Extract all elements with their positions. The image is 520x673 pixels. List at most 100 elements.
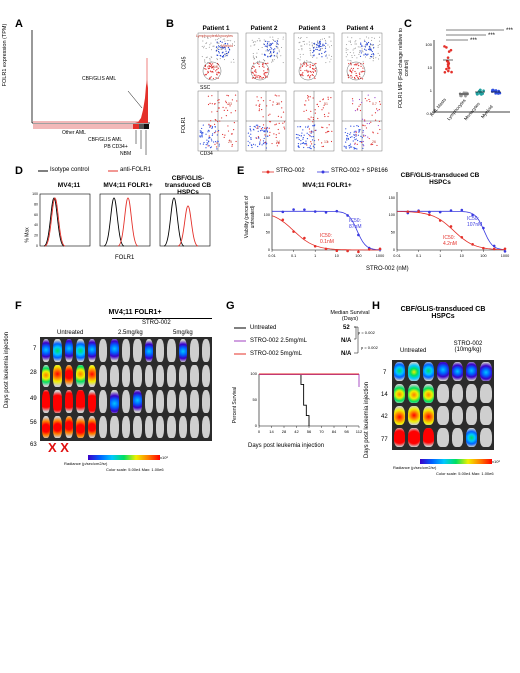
panel-a-legend-cbf: CBF/GLIS AML: [88, 137, 123, 143]
mouse-image: [394, 384, 406, 403]
panel-f-imaging-grid: [40, 337, 212, 441]
panel-a-legend-cd34: PB CD34+: [104, 144, 128, 150]
panel-e-point-red: [428, 213, 431, 217]
panel-h-day-77: 77: [381, 437, 388, 443]
panel-e-xtick: 1000: [376, 254, 384, 258]
mouse-image: [64, 415, 74, 438]
legend-other-aml-swatch: [33, 124, 133, 129]
panel-e-legend-stro: STRO-002: [276, 168, 305, 174]
panel-d-title-3: CBF/GLIS-transduced CB HSPCs: [164, 175, 212, 196]
panel-b-flow-plots: [197, 32, 383, 152]
panel-d-xlabel: FOLR1: [115, 255, 135, 261]
mouse-image: [156, 364, 165, 387]
mouse-image: [167, 364, 176, 387]
mouse-image: [110, 364, 119, 387]
panel-e-point-blue: [281, 210, 285, 214]
mouse-image: [156, 390, 165, 413]
panel-c-dot: [450, 70, 453, 74]
panel-g-xtick: 70: [319, 429, 324, 434]
mouse-image: [201, 415, 210, 438]
panel-g-ytick: 0: [255, 423, 258, 428]
mouse-image: [53, 390, 62, 413]
mouse-image: [201, 339, 210, 362]
panel-e-ic50-r3: IC50:: [443, 235, 455, 241]
mouse-image: [87, 364, 96, 387]
panel-e-point-blue: [482, 226, 485, 230]
panel-b-gate-myeloid: Myeloid: [221, 44, 234, 48]
panel-g-xtick: 28: [282, 429, 287, 434]
panel-g-xlabel: Days post leukemia injection: [248, 443, 325, 449]
panel-letter-f: F: [15, 300, 22, 312]
panel-e-point-red: [281, 218, 285, 222]
panel-g-median-1: 52: [343, 325, 350, 331]
panel-b-folr1-label: FOLR1: [181, 116, 188, 134]
panel-f-group-stro: STRO-002: [142, 320, 171, 326]
panel-e-ic50-r4: 4.2nM: [443, 241, 457, 247]
panel-c-dot: [475, 93, 479, 96]
panel-c-dot: [447, 63, 450, 66]
panel-g-xtick: 56: [307, 429, 312, 434]
panel-g-pvalue-2: p = 0.002: [361, 345, 378, 350]
mouse-image: [437, 428, 449, 447]
panel-h-group-untreated: Untreated: [400, 348, 427, 354]
mouse-image: [437, 384, 449, 403]
panel-c-sig-3: ***: [470, 38, 478, 44]
mouse-image: [408, 384, 420, 403]
mouse-image: [394, 362, 406, 381]
panel-e-curve-stro002: [397, 211, 505, 251]
panel-e-point-blue: [346, 214, 349, 217]
panel-f-color-scale: Color scale: 5.00e4 Max: 1.00e6: [106, 467, 164, 472]
panel-e-ytick: 100: [264, 213, 270, 217]
mouse-image: [133, 364, 142, 387]
panel-f-group-low: 2.5mg/kg: [118, 330, 143, 336]
panel-c-dot: [490, 90, 494, 93]
panel-e-point-blue: [428, 210, 431, 214]
panel-d-legend: [38, 170, 118, 172]
panel-c-dot: [446, 60, 450, 64]
panel-e-point-red: [449, 225, 453, 228]
panel-e-ylabel: Viability (percent of untreated): [244, 195, 256, 239]
mouse-image: [201, 364, 210, 387]
panel-c-dot: [449, 48, 453, 52]
panel-e-ytick: 150: [264, 196, 270, 200]
panel-h-scale-unit: x10⁶: [492, 459, 501, 464]
panel-g-xtick: 42: [294, 429, 299, 434]
mouse-image: [110, 339, 119, 362]
panel-b-q-2a: 29: [276, 102, 280, 106]
panel-h-day-42: 42: [381, 414, 388, 420]
panel-e-point-red: [357, 250, 360, 254]
panel-b-q-4a: 0.7: [372, 102, 377, 106]
panel-e-ic50-l3: IC50:: [320, 233, 332, 239]
panel-e-ytick: 100: [389, 213, 395, 217]
panel-e-point-red: [346, 249, 349, 253]
panel-b-q-3b: 13: [324, 140, 328, 144]
panel-e-point-red: [438, 219, 442, 222]
mouse-image: [480, 428, 492, 447]
panel-e-ytick: 50: [266, 231, 270, 235]
mouse-image: [110, 415, 119, 438]
panel-d-title-1: MV4;11: [57, 182, 81, 189]
panel-g-ytick: 50: [253, 397, 258, 402]
panel-b-gate-mono: Monocytes: [216, 34, 233, 38]
panel-f-group-high: 5mg/kg: [173, 330, 193, 336]
panel-e-legend-sp: STRO-002 + SP8166: [331, 168, 388, 174]
mouse-image: [144, 364, 153, 387]
panel-a-ylabel: FOLR1 expression (TPM): [2, 23, 8, 87]
mouse-image: [42, 390, 51, 413]
mouse-image: [99, 364, 108, 387]
mouse-image: [53, 339, 62, 362]
panel-g-ytick: 100: [250, 371, 257, 376]
panel-d-anti-curve: [44, 197, 66, 247]
panel-d-isotype-curve: [43, 197, 65, 247]
panel-h-imaging-grid: [392, 360, 494, 450]
panel-c-dot: [478, 90, 482, 93]
mouse-image: [156, 415, 165, 438]
mouse-image: [451, 362, 463, 381]
panel-e-point-red: [471, 243, 474, 246]
mouse-image: [121, 415, 131, 438]
panel-e-point-blue: [449, 209, 453, 212]
mouse-image: [466, 362, 478, 381]
panel-g-legend-untreated: Untreated: [250, 325, 277, 331]
panel-e-xtick: 10: [460, 254, 464, 258]
panel-f-day-56: 56: [30, 420, 37, 426]
